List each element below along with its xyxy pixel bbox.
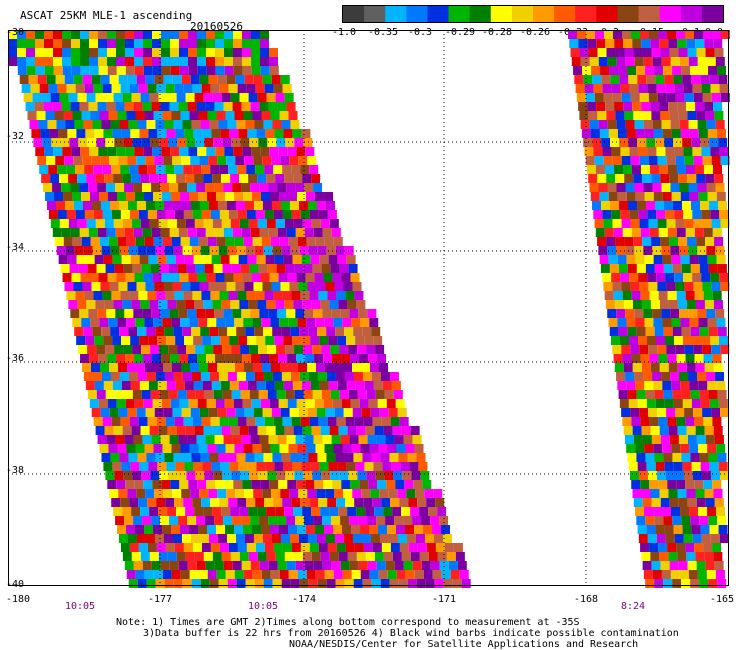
colorbar-swatch <box>511 6 534 22</box>
colorbar-tick: -1.0 <box>331 27 357 38</box>
footer-note-line2: 3)Data buffer is 22 hrs from 20160526 4)… <box>143 628 679 639</box>
pass-time-label: 10:05 <box>64 601 96 612</box>
x-axis-label: -165 <box>709 594 735 605</box>
y-axis-label: -40 <box>6 579 25 590</box>
footer-note-line1: Note: 1) Times are GMT 2)Times along bot… <box>116 617 580 628</box>
y-axis-label: -34 <box>6 242 25 253</box>
y-axis-label: -36 <box>6 353 25 364</box>
pass-time-label: 10:05 <box>247 601 279 612</box>
y-axis-label: -32 <box>6 131 25 142</box>
colorbar-swatch <box>659 6 682 22</box>
colorbar-swatch <box>469 6 492 22</box>
colorbar-swatch <box>638 6 661 22</box>
y-axis-label: -38 <box>6 465 25 476</box>
x-axis-label: -174 <box>291 594 317 605</box>
colorbar-swatch <box>575 6 597 22</box>
colorbar-tick: -0.28 <box>481 27 513 38</box>
x-axis-label: -180 <box>5 594 31 605</box>
colorbar-swatch <box>406 6 428 22</box>
map-frame <box>8 30 729 586</box>
colorbar-swatch <box>490 6 513 22</box>
colorbar-swatch <box>554 6 576 22</box>
colorbar-tick: -0.3 <box>407 27 433 38</box>
colorbar-swatch <box>364 6 386 22</box>
pass-time-label: 8:24 <box>620 601 646 612</box>
colorbar-swatch <box>533 6 555 22</box>
colorbar-tick: -0.29 <box>444 27 476 38</box>
x-axis-label: -171 <box>431 594 457 605</box>
colorbar-swatch <box>680 6 703 22</box>
colorbar-swatch <box>701 6 724 22</box>
x-axis-label: -177 <box>147 594 173 605</box>
colorbar-swatch <box>596 6 618 22</box>
footer-credit: NOAA/NESDIS/Center for Satellite Applica… <box>289 639 639 650</box>
date-label: 20160526 <box>190 20 243 33</box>
colorbar-swatch <box>617 6 640 22</box>
colorbar-tick: -0.26 <box>519 27 551 38</box>
title: ASCAT 25KM MLE-1 ascending <box>20 9 193 22</box>
y-axis-label: -30 <box>6 27 25 38</box>
swath-cells <box>8 30 730 588</box>
colorbar-swatch <box>385 6 407 22</box>
colorbar-border <box>342 5 724 23</box>
x-axis-label: -168 <box>573 594 599 605</box>
graticule <box>8 30 728 585</box>
colorbar-swatch <box>427 6 450 22</box>
colorbar <box>342 5 724 23</box>
colorbar-swatch <box>448 6 471 22</box>
colorbar-tick: -0.35 <box>367 27 399 38</box>
colorbar-swatch <box>343 6 365 22</box>
